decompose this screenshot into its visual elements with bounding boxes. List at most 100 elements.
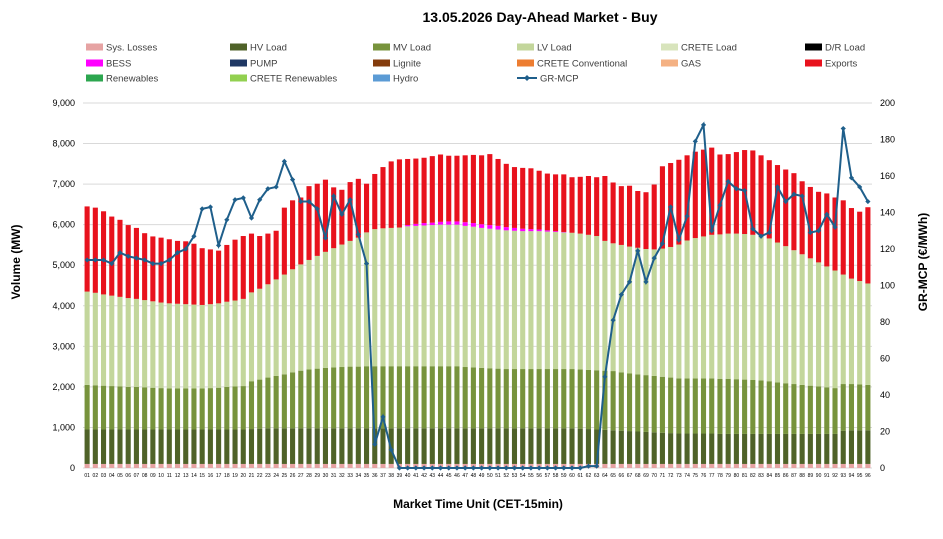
legend-label: BESS	[106, 59, 131, 70]
bar-sys-losses	[602, 464, 607, 468]
x-tick-label: 60	[569, 473, 575, 479]
y-tick-label: 3,000	[52, 341, 75, 351]
bar-hv-load	[413, 428, 418, 464]
bar-lv-load	[339, 245, 344, 367]
bar-sys-losses	[159, 464, 164, 468]
bar-lv-load	[93, 293, 98, 385]
bar-mv-load	[241, 386, 246, 429]
bar-sys-losses	[611, 464, 616, 468]
bar-lv-load	[265, 284, 270, 377]
x-tick-label: 15	[199, 473, 205, 479]
bar-exports	[93, 208, 98, 293]
x-tick-label: 92	[832, 473, 838, 479]
bar-exports	[298, 197, 303, 264]
legend-swatch	[86, 60, 103, 67]
bar-sys-losses	[126, 464, 131, 468]
bar-hv-load	[701, 434, 706, 464]
bar-lv-load	[750, 235, 755, 380]
bar-lv-load	[783, 246, 788, 383]
bar-exports	[849, 208, 854, 279]
bar-sys-losses	[191, 464, 196, 468]
bar-hv-load	[627, 431, 632, 464]
bar-exports	[200, 248, 205, 305]
bar-exports	[643, 192, 648, 249]
bar-mv-load	[274, 376, 279, 428]
y2-axis-label: GR-MCP (€/MWh)	[916, 213, 930, 311]
bar-exports	[85, 206, 90, 291]
bar-sys-losses	[380, 464, 385, 468]
y-tick-label: 9,000	[52, 98, 75, 108]
bar-hv-load	[693, 434, 698, 464]
legend-label: PUMP	[250, 59, 277, 70]
x-tick-label: 13	[183, 473, 189, 479]
y2-tick-label: 60	[880, 354, 890, 364]
bar-lv-load	[298, 264, 303, 370]
bar-hv-load	[101, 429, 106, 463]
x-tick-label: 74	[684, 473, 690, 479]
bar-hv-load	[602, 430, 607, 464]
bar-exports	[372, 174, 377, 229]
bar-mv-load	[791, 384, 796, 434]
bar-lv-load	[232, 301, 237, 387]
bar-lv-load	[775, 243, 780, 383]
bar-exports	[800, 181, 805, 254]
x-tick-label: 25	[282, 473, 288, 479]
bar-mv-load	[85, 385, 90, 430]
bar-hv-load	[643, 432, 648, 464]
bar-lv-load	[175, 304, 180, 389]
bar-sys-losses	[676, 464, 681, 468]
bar-bess	[545, 230, 550, 231]
x-tick-label: 52	[503, 473, 509, 479]
bar-exports	[405, 159, 410, 225]
bar-mv-load	[422, 366, 427, 428]
bar-mv-load	[520, 369, 525, 428]
y2-tick-label: 0	[880, 463, 885, 473]
bar-hv-load	[676, 434, 681, 464]
mcp-point	[274, 184, 279, 189]
bar-lv-load	[438, 225, 443, 367]
bar-lv-load	[709, 235, 714, 379]
y2-tick-label: 180	[880, 135, 895, 145]
bar-lv-load	[537, 231, 542, 369]
bar-lv-load	[323, 252, 328, 368]
bar-exports	[865, 207, 870, 283]
bar-mv-load	[438, 366, 443, 428]
bar-exports	[758, 155, 763, 235]
bar-sys-losses	[685, 464, 690, 468]
x-tick-label: 62	[586, 473, 592, 479]
bar-hv-load	[537, 428, 542, 464]
bar-exports	[463, 155, 468, 222]
bar-mv-load	[257, 380, 262, 429]
bar-lv-load	[191, 305, 196, 389]
legend-marker	[524, 75, 530, 81]
bar-hv-load	[405, 428, 410, 464]
x-tick-label: 45	[446, 473, 452, 479]
bar-mv-load	[726, 379, 731, 434]
bar-sys-losses	[701, 464, 706, 468]
bar-mv-load	[315, 369, 320, 429]
x-tick-label: 40	[405, 473, 411, 479]
bar-lv-load	[430, 225, 435, 366]
bar-sys-losses	[232, 464, 237, 468]
x-tick-label: 51	[495, 473, 501, 479]
bar-exports	[446, 156, 451, 222]
bar-hv-load	[93, 429, 98, 463]
x-tick-label: 31	[331, 473, 337, 479]
bar-exports	[380, 167, 385, 228]
y-tick-label: 6,000	[52, 220, 75, 230]
bar-hv-load	[282, 428, 287, 464]
x-tick-label: 66	[619, 473, 625, 479]
bar-lv-load	[380, 228, 385, 366]
bar-mv-load	[232, 386, 237, 429]
x-tick-label: 18	[224, 473, 230, 479]
bar-hv-load	[339, 428, 344, 464]
bar-mv-load	[159, 388, 164, 429]
bar-lv-load	[85, 292, 90, 385]
x-tick-label: 11	[167, 473, 172, 479]
bar-exports	[602, 176, 607, 241]
bar-lv-load	[832, 270, 837, 388]
bar-exports	[627, 186, 632, 247]
bar-hv-load	[380, 428, 385, 464]
bar-sys-losses	[742, 464, 747, 468]
bar-lv-load	[841, 275, 846, 385]
